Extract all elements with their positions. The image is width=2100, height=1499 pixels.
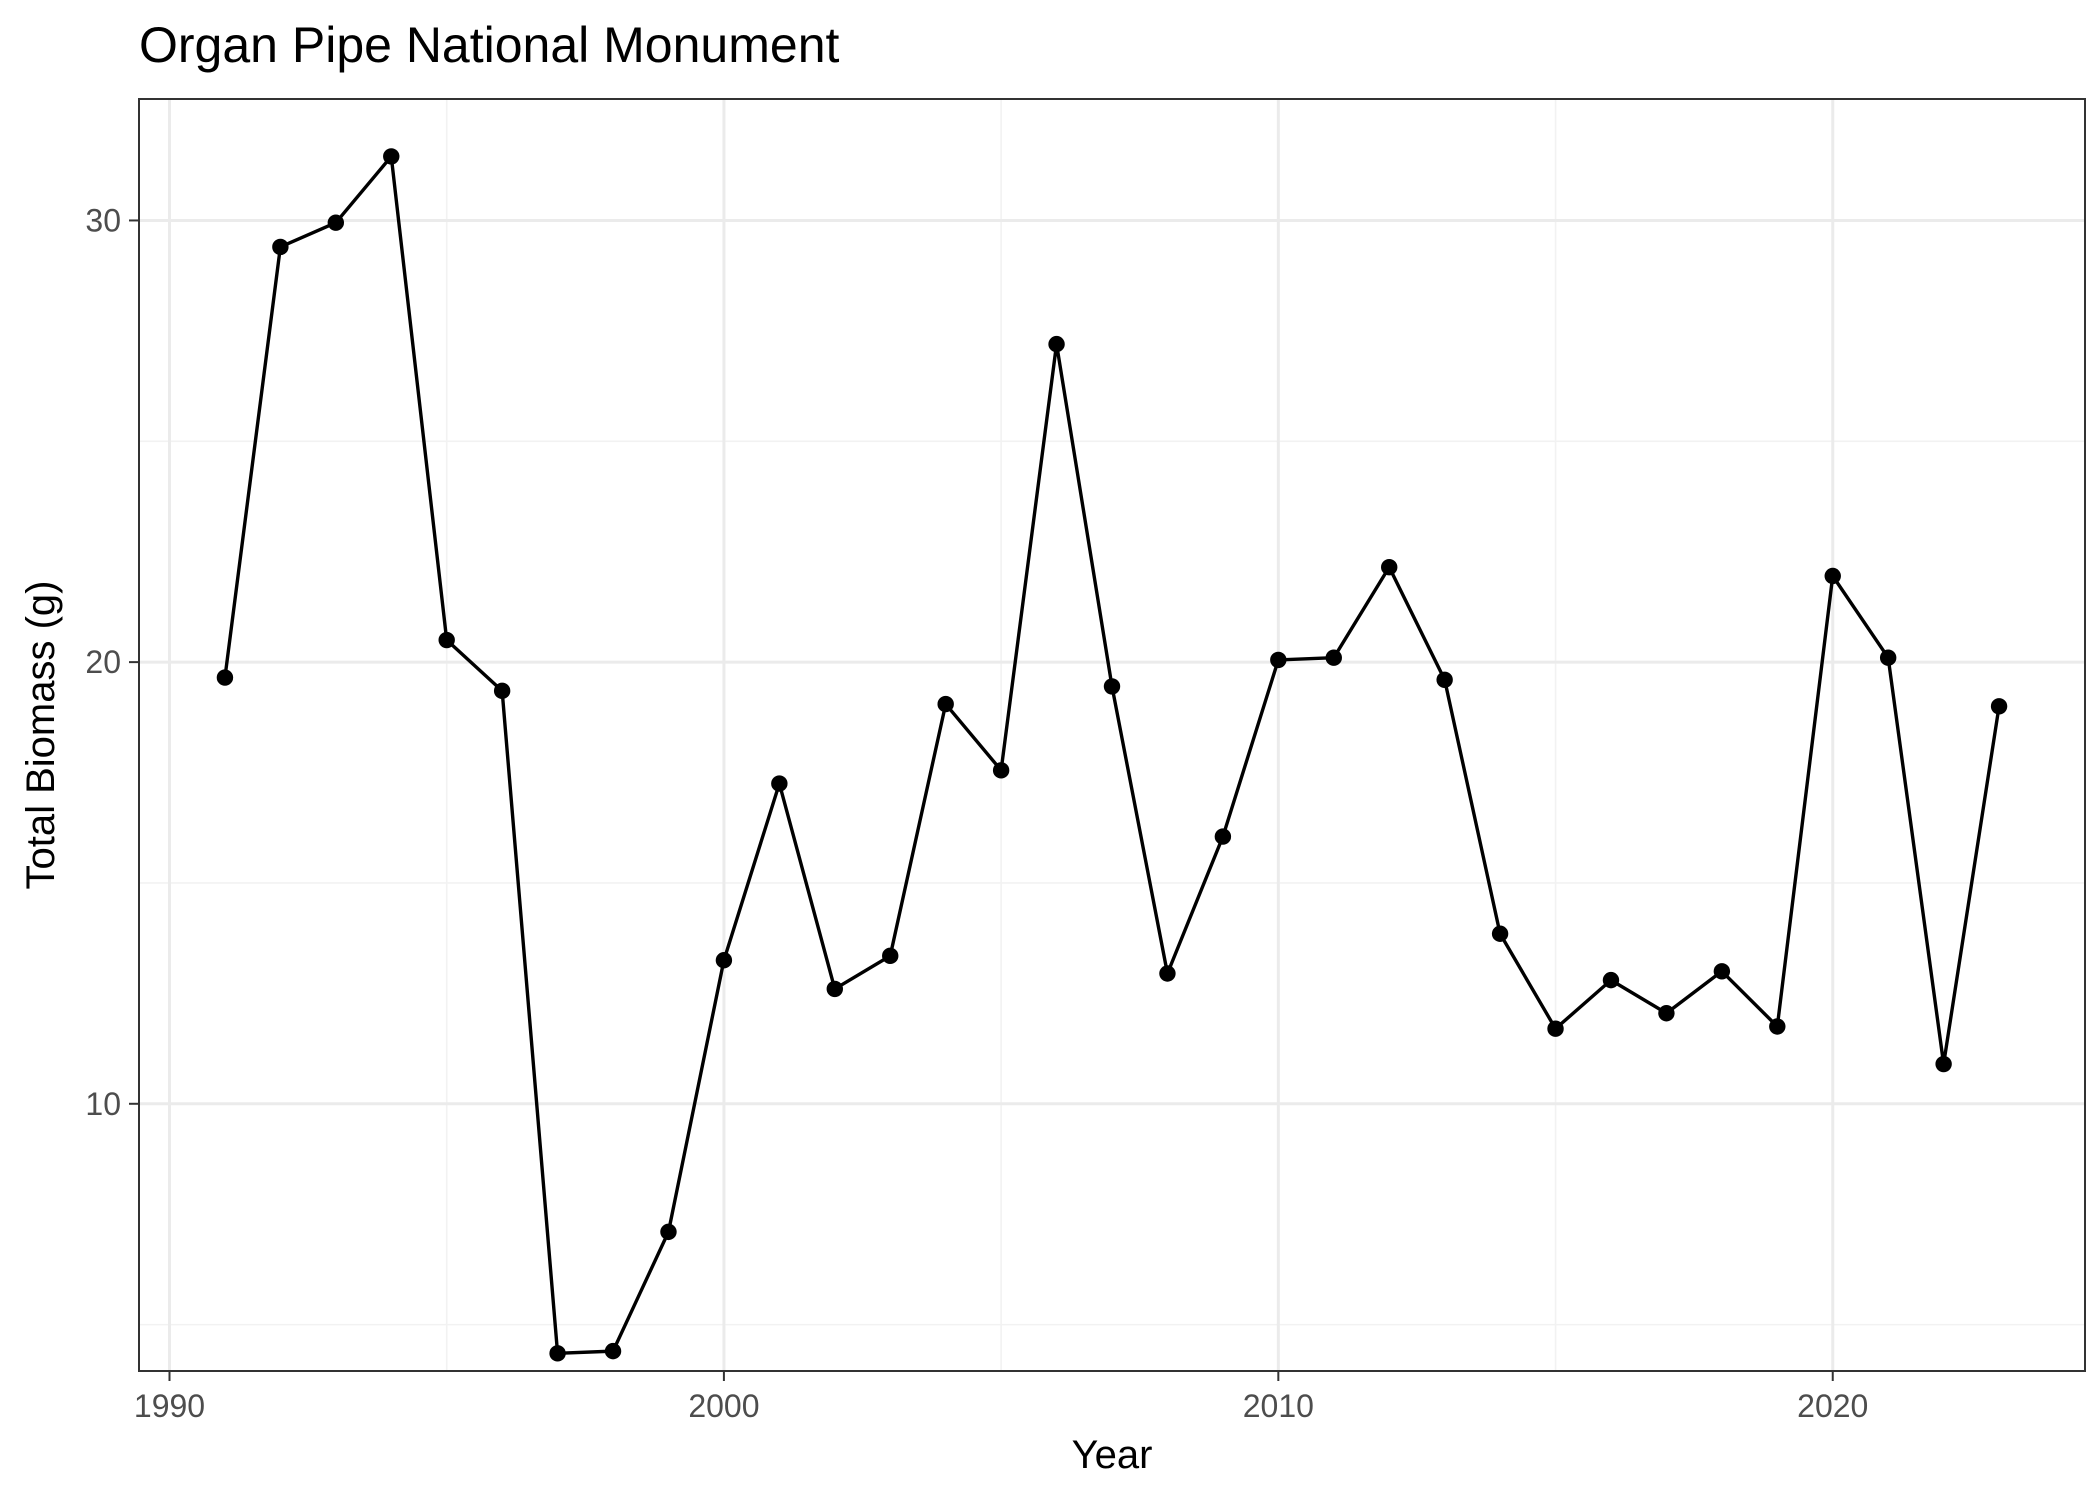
data-point <box>1048 335 1065 353</box>
data-point <box>438 631 455 649</box>
data-point <box>327 214 345 231</box>
data-point <box>1935 1055 1952 1073</box>
data-point <box>1103 678 1121 695</box>
data-point <box>1547 1020 1564 1037</box>
data-point <box>1381 558 1398 576</box>
data-point <box>383 148 400 165</box>
data-point <box>1491 925 1509 942</box>
y-tick-label: 20 <box>85 644 121 680</box>
x-tick-label: 2000 <box>688 1388 759 1424</box>
data-point <box>1879 649 1897 666</box>
data-point <box>1824 567 1841 585</box>
data-point <box>1325 649 1342 666</box>
panel-border <box>138 98 2086 1372</box>
data-point <box>1602 971 1620 989</box>
data-point <box>937 695 954 713</box>
data-point <box>549 1345 566 1362</box>
data-point <box>216 669 234 686</box>
x-tick-label: 1990 <box>134 1388 205 1424</box>
series-line <box>223 154 2001 1356</box>
axes: 1990 2000 2010 2020 10 20 30 <box>85 202 1868 1424</box>
data-point <box>715 952 733 969</box>
x-axis-title: Year <box>1072 1433 1153 1477</box>
chart-title: Organ Pipe National Monument <box>139 17 839 73</box>
data-point <box>1270 651 1287 669</box>
y-tick-label: 10 <box>85 1086 121 1122</box>
data-point <box>660 1223 677 1241</box>
data-points <box>216 148 2008 1362</box>
data-point <box>826 980 843 998</box>
data-point <box>1214 828 1232 845</box>
x-tick-label: 2010 <box>1243 1388 1314 1424</box>
data-point <box>493 682 511 700</box>
data-point <box>1159 965 1176 982</box>
data-point <box>1990 698 2008 715</box>
data-point <box>882 947 899 965</box>
data-point <box>1658 1005 1675 1022</box>
grid-lines <box>139 99 2085 1371</box>
data-point <box>771 775 788 792</box>
data-point <box>272 238 289 256</box>
y-axis-title: Total Biomass (g) <box>19 581 63 890</box>
data-point <box>992 762 1010 779</box>
data-point <box>604 1342 622 1360</box>
series-line-layer <box>223 154 2001 1356</box>
data-point <box>1436 671 1453 688</box>
y-tick-label: 30 <box>85 202 121 238</box>
data-point <box>1713 963 1731 980</box>
x-tick-label: 2020 <box>1797 1388 1868 1424</box>
data-point <box>1769 1018 1786 1035</box>
